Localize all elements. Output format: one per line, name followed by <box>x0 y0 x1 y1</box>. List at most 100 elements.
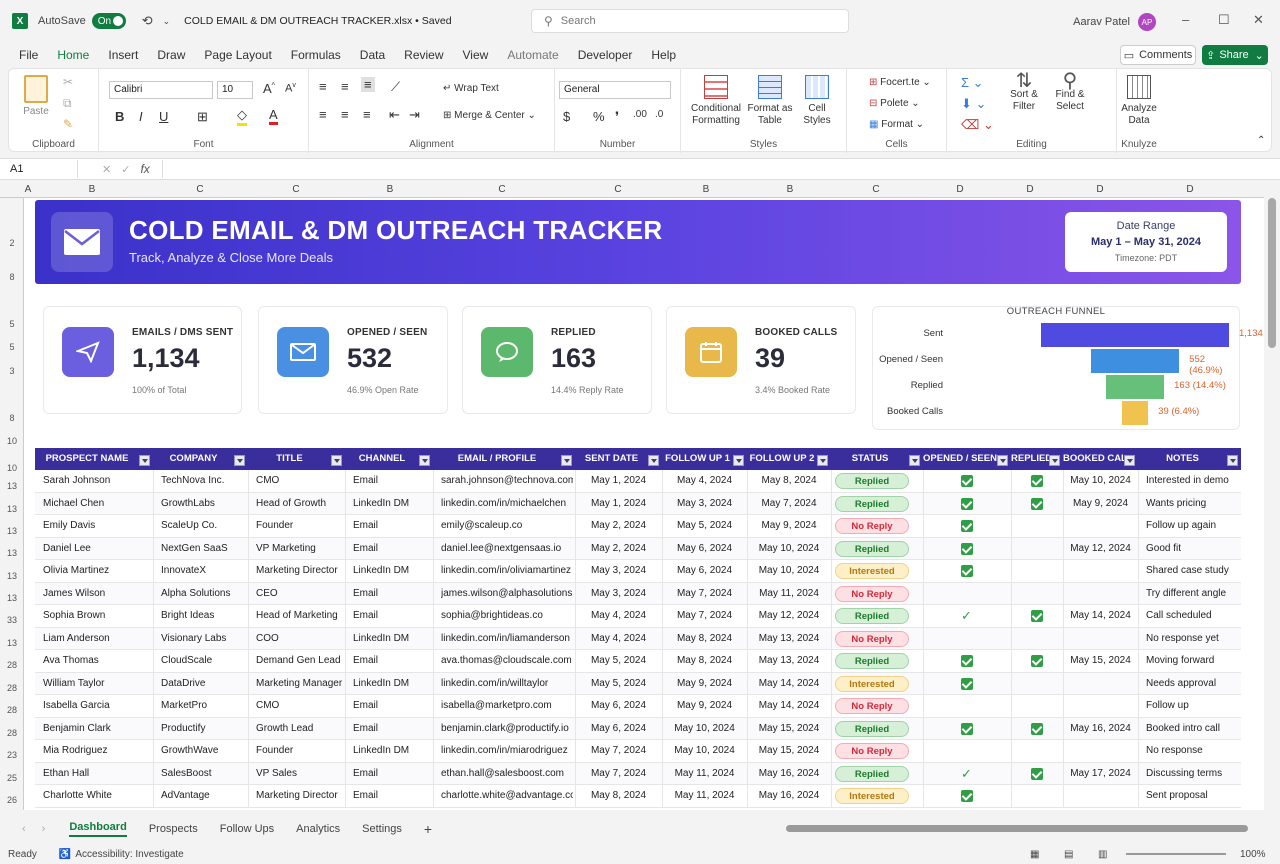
row-header[interactable]: 3 <box>9 366 15 376</box>
menu-help[interactable]: Help <box>651 48 677 62</box>
table-cell[interactable]: Visionary Labs <box>161 632 227 644</box>
normal-view-icon[interactable]: ▦ <box>1030 848 1040 860</box>
table-cell[interactable]: May 8, 2024 <box>590 790 647 801</box>
table-row[interactable]: Emily Davis ScaleUp Co. Founder Email emily@… <box>35 515 1241 538</box>
table-cell[interactable]: sophia@brightideas.co <box>441 610 543 621</box>
table-row[interactable]: Charlotte White AdVantage Marketing Direct… <box>35 785 1241 808</box>
format-button[interactable]: ▦ Format ⌄ <box>869 119 925 130</box>
table-cell[interactable]: May 8, 2024 <box>761 475 817 486</box>
checkmark-icon[interactable]: ✓ <box>961 608 972 623</box>
column-header[interactable]: D <box>1096 184 1104 195</box>
table-cell[interactable]: Head of Marketing <box>256 610 338 621</box>
table-cell[interactable]: NextGen SaaS <box>161 542 228 554</box>
table-cell[interactable]: LinkedIn DM <box>353 677 410 689</box>
table-cell[interactable]: May 15, 2024 <box>1070 655 1131 666</box>
table-cell[interactable]: COO <box>256 632 279 644</box>
table-cell[interactable]: emily@scaleup.co <box>441 520 523 531</box>
table-cell[interactable] <box>1063 673 1138 695</box>
table-cell[interactable]: benjamin.clark@productify.io <box>441 722 569 734</box>
save-icon[interactable]: ⟲ <box>141 13 153 28</box>
table-cell[interactable] <box>1063 740 1138 762</box>
column-header-email-profile[interactable]: EMAIL / PROFILE <box>457 453 537 464</box>
table-cell[interactable]: May 10, 2024 <box>758 542 820 554</box>
table-cell[interactable]: Email <box>353 700 379 711</box>
align-bottom-icon[interactable]: ≡ <box>361 77 375 92</box>
minimize-icon[interactable]: – <box>1182 12 1190 27</box>
font-name-select[interactable]: Calibri <box>109 81 213 99</box>
filter-dropdown-icon[interactable] <box>1124 455 1135 466</box>
avatar[interactable]: AP <box>1138 13 1156 31</box>
increase-font-icon[interactable]: A^ <box>263 81 275 96</box>
table-cell[interactable]: isabella@marketpro.com <box>441 700 552 711</box>
table-cell[interactable]: May 5, 2024 <box>590 655 647 666</box>
table-cell[interactable]: ethan.hall@salesboost.com <box>441 767 564 779</box>
table-cell[interactable]: May 7, 2024 <box>761 497 817 509</box>
table-cell[interactable]: Michael Chen <box>43 497 105 509</box>
column-header[interactable]: C <box>498 184 506 195</box>
find-select-button[interactable]: ⚲ Find & Select <box>1047 71 1093 113</box>
status-cell[interactable]: Replied <box>831 718 923 740</box>
filter-dropdown-icon[interactable] <box>648 455 659 466</box>
table-cell[interactable]: ava.thomas@cloudscale.com <box>441 655 572 666</box>
status-cell[interactable]: No Reply <box>831 515 923 537</box>
table-cell[interactable]: Booked intro call <box>1146 722 1220 734</box>
column-header-booked-call[interactable]: BOOKED CALL <box>1063 453 1124 464</box>
status-cell[interactable]: Interested <box>831 560 923 582</box>
table-cell[interactable]: May 4, 2024 <box>676 475 733 486</box>
add-sheet-icon[interactable]: + <box>423 821 433 837</box>
table-cell[interactable]: May 2, 2024 <box>590 520 647 531</box>
status-cell[interactable]: Replied <box>831 605 923 627</box>
column-header-company[interactable]: COMPANY <box>169 453 218 464</box>
table-cell[interactable] <box>1063 695 1138 717</box>
conditional-formatting-button[interactable]: Conditional Formatting <box>687 75 745 127</box>
table-cell[interactable]: Interested in demo <box>1146 475 1229 486</box>
zoom-slider[interactable] <box>1126 853 1226 855</box>
checkmark-icon[interactable]: ✓ <box>961 765 972 781</box>
vertical-scrollbar[interactable] <box>1268 198 1276 348</box>
table-cell[interactable]: Moving forward <box>1146 655 1215 666</box>
percent-icon[interactable]: % <box>593 109 605 124</box>
horizontal-scrollbar[interactable] <box>786 825 1248 832</box>
table-cell[interactable]: Email <box>353 790 379 801</box>
checkmark-icon[interactable] <box>961 677 973 690</box>
table-cell[interactable] <box>1063 583 1138 605</box>
table-cell[interactable]: Demand Gen Lead <box>256 655 341 666</box>
table-cell[interactable]: linkedin.com/in/miarodriguez <box>441 745 568 756</box>
table-row[interactable]: Liam Anderson Visionary Labs COO LinkedIn D… <box>35 627 1241 650</box>
table-cell[interactable]: Email <box>353 542 379 554</box>
column-header[interactable]: D <box>956 184 964 195</box>
table-cell[interactable]: sarah.johnson@technova.com <box>441 475 573 486</box>
table-cell[interactable]: May 14, 2024 <box>758 677 820 689</box>
worksheet[interactable]: COLD EMAIL & DM OUTREACH TRACKER Track, … <box>24 198 1264 810</box>
decrease-decimal-icon[interactable]: .0 <box>655 109 664 120</box>
align-right-icon[interactable]: ≡ <box>363 107 371 122</box>
table-cell[interactable]: Ethan Hall <box>43 767 90 779</box>
table-row[interactable]: Isabella Garcia MarketPro CMO Email isabella… <box>35 695 1241 718</box>
share-button[interactable]: ⇪ Share ⌄ <box>1202 45 1268 65</box>
table-cell[interactable]: Bright Ideas <box>161 610 215 621</box>
fill-color-icon[interactable]: ◇ <box>237 107 247 126</box>
filter-dropdown-icon[interactable] <box>419 455 430 466</box>
table-cell[interactable]: May 9, 2024 <box>676 677 733 689</box>
table-cell[interactable]: Mia Rodriguez <box>43 745 108 756</box>
table-cell[interactable]: May 11, 2024 <box>759 587 819 599</box>
menu-insert[interactable]: Insert <box>108 48 139 62</box>
status-cell[interactable]: Replied <box>831 493 923 515</box>
table-cell[interactable]: May 3, 2024 <box>590 587 647 599</box>
checkmark-icon[interactable] <box>961 565 973 577</box>
cell-styles-button[interactable]: Cell Styles <box>797 75 837 127</box>
align-top-icon[interactable]: ≡ <box>319 79 327 94</box>
table-row[interactable]: Benjamin Clark Productify Growth Lead Email… <box>35 717 1241 740</box>
table-cell[interactable]: May 6, 2024 <box>676 542 733 554</box>
status-cell[interactable]: Replied <box>831 763 923 785</box>
table-cell[interactable]: Call scheduled <box>1146 610 1212 621</box>
table-cell[interactable]: Sarah Johnson <box>43 475 111 486</box>
table-cell[interactable]: May 14, 2024 <box>758 700 820 711</box>
table-cell[interactable] <box>1063 560 1138 582</box>
table-cell[interactable]: May 16, 2024 <box>758 767 820 779</box>
table-cell[interactable]: james.wilson@alphasolutions.com <box>441 587 573 599</box>
orientation-icon[interactable]: ⟋ <box>391 79 401 94</box>
table-cell[interactable] <box>1063 628 1138 650</box>
format-as-table-button[interactable]: Format as Table <box>747 75 793 127</box>
table-cell[interactable]: May 10, 2024 <box>674 745 735 756</box>
